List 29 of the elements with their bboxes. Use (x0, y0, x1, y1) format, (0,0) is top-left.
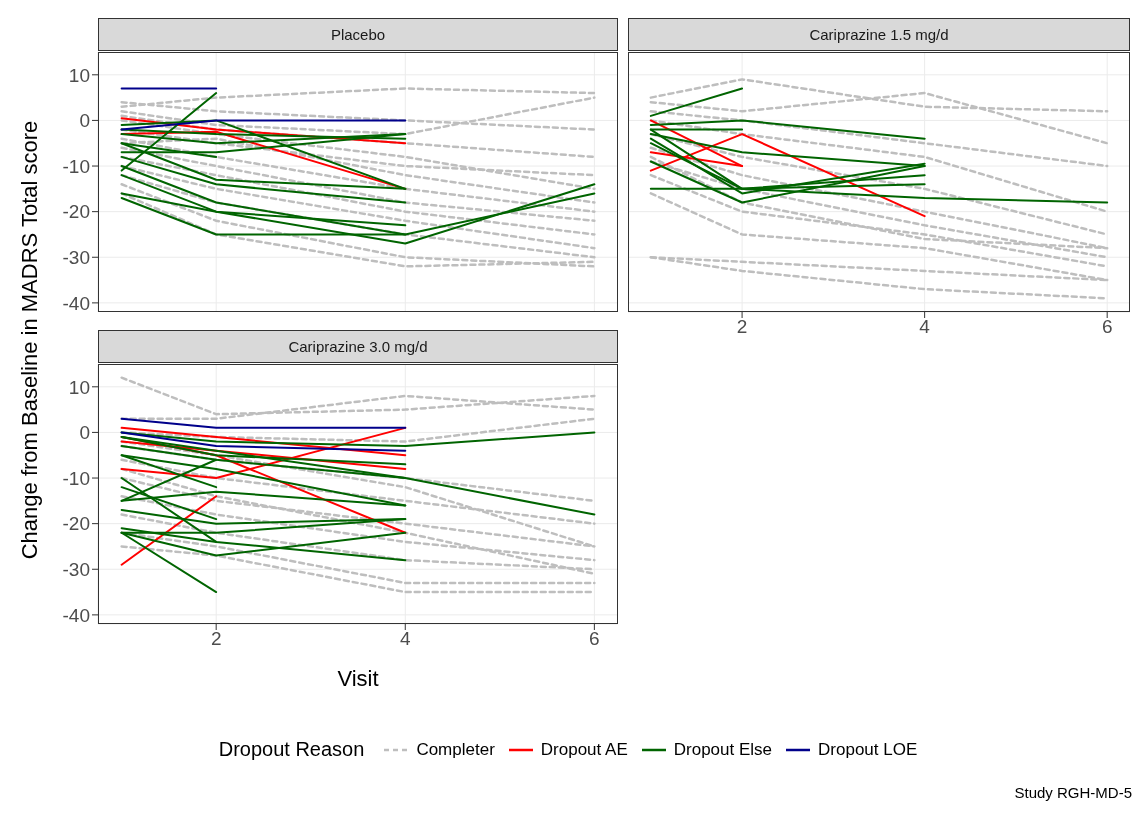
x-axis-title: Visit (337, 666, 379, 692)
y-tick-label: 0 (79, 110, 90, 132)
y-tick-label: -30 (62, 247, 90, 269)
chart-title: Cariprazine 3.0 mg/d (98, 330, 618, 363)
x-tick-label: 6 (589, 628, 600, 650)
y-tick-label: -20 (62, 201, 90, 223)
y-tick-label: -20 (62, 513, 90, 535)
chart-title: Cariprazine 1.5 mg/d (628, 18, 1130, 51)
legend-label: Completer (416, 739, 495, 760)
legend-label: Dropout Else (673, 739, 773, 760)
y-axis-title: Change from Baseline in MADRS Total score (17, 120, 43, 560)
legend-label: Dropout AE (540, 739, 628, 760)
x-tick-label: 6 (1101, 316, 1113, 338)
x-tick-label: 4 (399, 628, 411, 650)
text: Study RGH-MD-5 (1014, 784, 1132, 801)
legend-title: Dropout Reason (218, 738, 365, 761)
x-tick-label: 2 (210, 628, 222, 650)
y-tick-label: -30 (62, 559, 90, 581)
y-tick-label: 10 (68, 376, 90, 398)
x-tick-label: 4 (919, 316, 931, 338)
y-tick-label: 10 (68, 64, 90, 86)
y-tick-label: -40 (62, 292, 90, 314)
chart-title: Placebo (98, 18, 618, 51)
y-tick-label: -40 (62, 604, 90, 626)
y-tick-label: 0 (79, 422, 90, 444)
y-tick-label: -10 (62, 155, 90, 177)
legend-label: Dropout LOE (818, 739, 918, 760)
x-tick-label: 2 (736, 316, 748, 338)
y-tick-label: -10 (62, 467, 90, 489)
